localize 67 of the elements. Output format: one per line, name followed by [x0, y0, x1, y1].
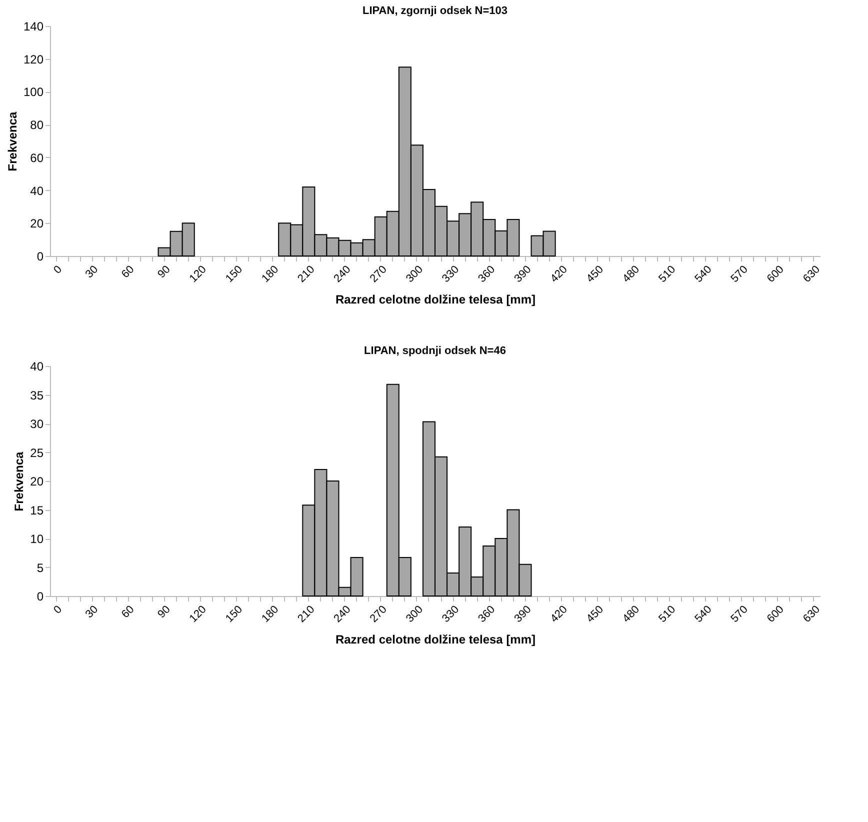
y-tick-label: 10	[30, 532, 44, 546]
y-tick-label: 120	[23, 52, 44, 66]
y-tick-label: 5	[36, 560, 44, 575]
x-tick-label: 630	[801, 604, 822, 625]
y-tick-label: 0	[36, 250, 44, 264]
y-tick-label: 25	[30, 446, 44, 460]
x-tick-label: 570	[728, 604, 750, 625]
x-tick-label: 360	[476, 604, 498, 625]
x-tick-label: 120	[187, 264, 209, 285]
x-tick-label: 30	[83, 264, 101, 281]
y-tick-label: 60	[30, 150, 44, 165]
x-tick-label: 120	[187, 604, 209, 625]
y-axis-title: Frekvenca	[12, 451, 26, 512]
x-tick-label: 150	[224, 264, 245, 285]
x-tick-label: 0	[52, 264, 64, 276]
y-tick-label: 20	[30, 474, 44, 488]
x-tick-label: 600	[764, 264, 786, 285]
x-tick-label: 210	[296, 604, 318, 625]
chart-title: LIPAN, zgornji odsek N=103	[362, 5, 508, 17]
x-tick-label: 420	[548, 264, 570, 285]
x-axis-title: Razred celotne dolžine telesa [mm]	[335, 632, 536, 646]
x-tick-label: 570	[728, 264, 750, 285]
x-tick-label: 510	[656, 264, 678, 285]
chart-title: LIPAN, spodnji odsek N=46	[364, 345, 506, 357]
x-tick-label: 300	[404, 264, 426, 285]
x-tick-label: 270	[368, 264, 390, 285]
x-tick-label: 630	[801, 264, 822, 285]
x-tick-label: 270	[368, 604, 390, 625]
x-tick-label: 90	[156, 604, 173, 621]
x-tick-label: 510	[656, 604, 678, 625]
x-tick-label: 180	[260, 604, 282, 625]
x-tick-label: 300	[404, 604, 426, 625]
x-tick-label: 330	[440, 604, 462, 625]
y-tick-label: 40	[30, 184, 44, 198]
x-tick-label: 240	[332, 604, 354, 625]
y-tick-label: 35	[30, 388, 44, 402]
y-tick-label: 80	[30, 118, 44, 132]
y-tick-label: 30	[30, 417, 44, 431]
y-tick-label: 0	[36, 590, 44, 604]
x-tick-label: 480	[620, 604, 642, 625]
y-tick-label: 20	[30, 216, 44, 231]
x-tick-label: 150	[224, 604, 245, 625]
x-tick-label: 390	[512, 604, 534, 625]
x-tick-label: 450	[584, 604, 606, 625]
x-tick-label: 240	[332, 264, 354, 285]
x-tick-label: 90	[156, 264, 173, 281]
x-tick-label: 360	[476, 264, 498, 285]
x-tick-label: 210	[296, 264, 318, 285]
y-tick-label: 15	[30, 503, 44, 518]
x-tick-label: 0	[52, 604, 64, 616]
x-tick-label: 180	[260, 264, 282, 285]
x-tick-label: 600	[764, 604, 786, 625]
x-tick-label: 60	[120, 604, 137, 621]
y-axis-title: Frekvenca	[5, 111, 20, 172]
y-tick-label: 140	[23, 20, 44, 34]
x-tick-label: 420	[548, 604, 570, 625]
x-tick-label: 540	[692, 604, 714, 625]
y-tick-label: 40	[30, 360, 44, 374]
x-axis-title: Razred celotne dolžine telesa [mm]	[335, 292, 536, 306]
x-tick-label: 450	[584, 264, 606, 285]
x-tick-label: 60	[120, 264, 137, 281]
x-tick-label: 540	[692, 264, 714, 285]
x-tick-label: 30	[83, 604, 101, 621]
x-tick-label: 480	[620, 264, 642, 285]
x-tick-label: 330	[440, 264, 462, 285]
x-tick-label: 390	[512, 264, 534, 285]
y-tick-label: 100	[23, 85, 44, 100]
